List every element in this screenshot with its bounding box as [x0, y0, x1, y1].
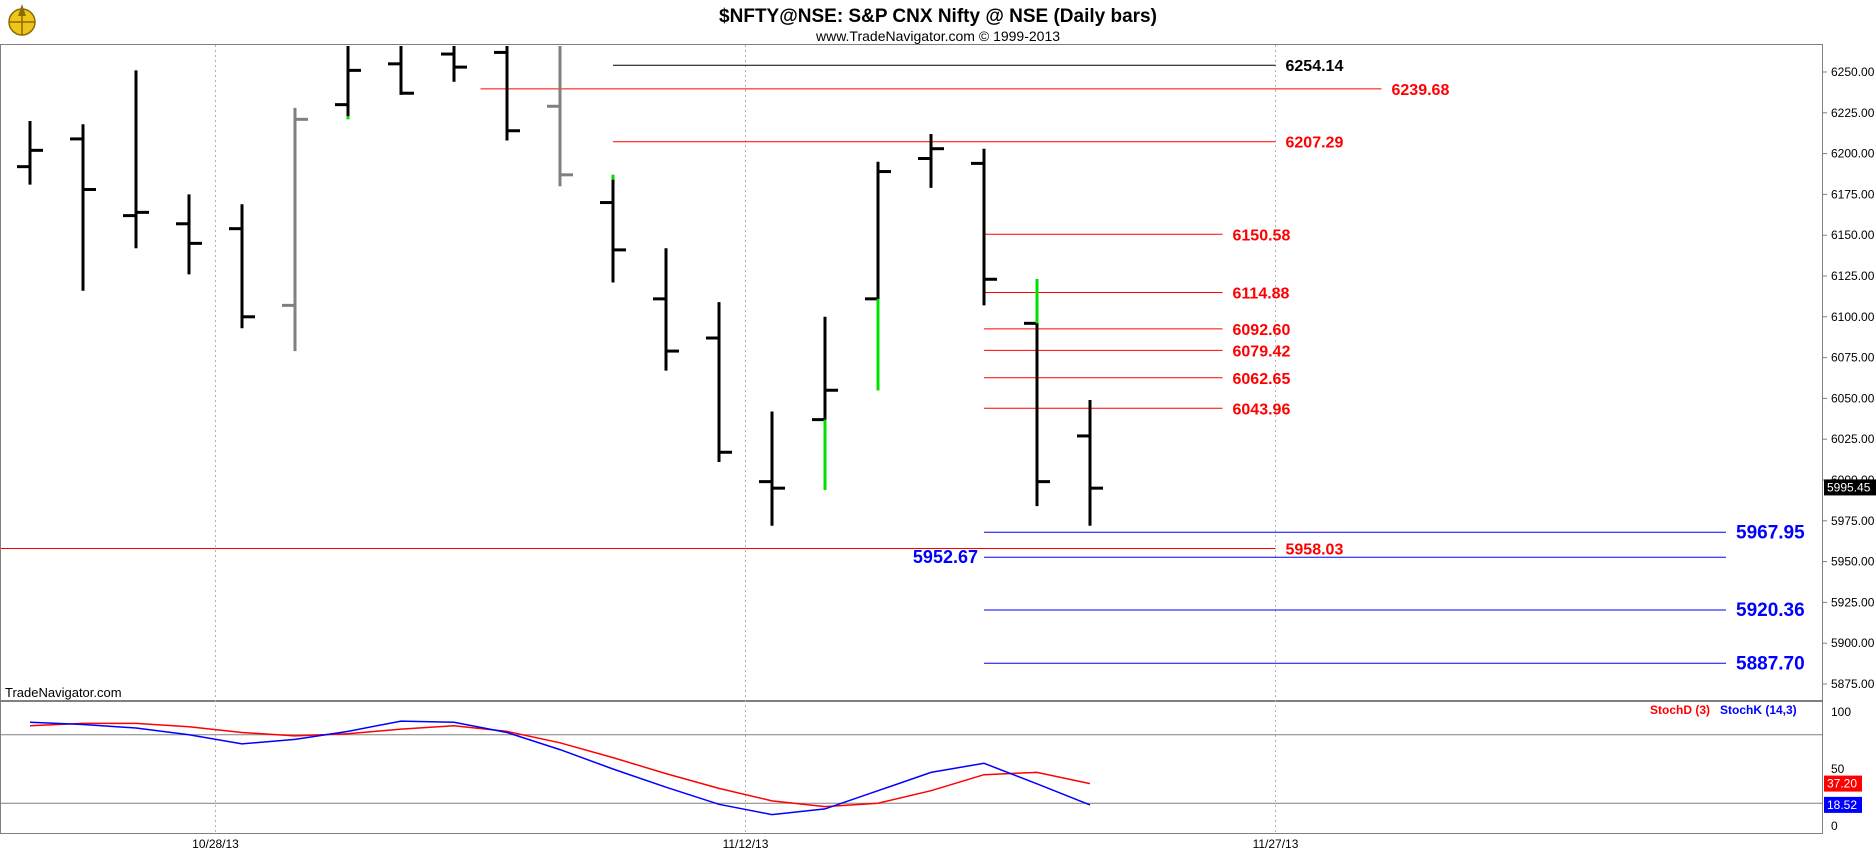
price-tick-label: 6075.00: [1831, 351, 1875, 365]
ohlc-bar: [123, 70, 149, 249]
ohlc-bar: [388, 46, 414, 95]
ohlc-bars: [17, 46, 1103, 526]
last-price-label: 5995.45: [1827, 480, 1871, 494]
price-tick-label: 5875.00: [1831, 677, 1875, 691]
ohlc-bar: [494, 46, 520, 141]
ohlc-bar: [1077, 400, 1103, 526]
price-level-label: 6092.60: [1233, 322, 1291, 339]
ohlc-bar: [918, 134, 944, 188]
last-price-box: [1824, 479, 1876, 496]
chart-subtitle: www.TradeNavigator.com © 1999-2013: [815, 28, 1060, 44]
price-tick-label: 6175.00: [1831, 187, 1875, 201]
price-level-label: 6254.14: [1286, 58, 1344, 75]
stoch-tick-label: 100: [1831, 705, 1851, 719]
stoch-series-line: [29, 722, 1091, 808]
ohlc-bar: [282, 107, 308, 352]
price-tick-label: 5925.00: [1831, 595, 1875, 609]
ohlc-bar: [653, 248, 679, 371]
price-level-label: 6079.42: [1233, 343, 1291, 360]
price-axis: 6250.00 6225.00 6200.00 6175.00 6150.00 6125.…: [1822, 65, 1876, 691]
price-tick-label: 6150.00: [1831, 228, 1875, 242]
date-tick-label: 10/28/13: [192, 837, 239, 851]
date-tick-label: 11/27/13: [1253, 837, 1299, 851]
ohlc-bar: [971, 148, 997, 306]
price-level-label: 5958.03: [1286, 541, 1344, 558]
chart-title: $NFTY@NSE: S&P CNX Nifty @ NSE (Daily ba…: [719, 6, 1157, 27]
price-panel-frame: [0, 44, 1823, 701]
ohlc-bar: [547, 46, 573, 187]
price-level-label: 6239.68: [1392, 82, 1450, 99]
ohlc-bar: [70, 124, 96, 291]
ohlc-bar: [600, 174, 626, 283]
watermark: TradeNavigator.com: [5, 685, 122, 700]
ohlc-bar: [17, 120, 43, 185]
stoch-last-value-box: [1824, 796, 1862, 813]
stochastic-panel: 100 50 0 37.20 18.52 StochD (3) StochK (14,3): [1, 703, 1862, 833]
stoch-tick-label: 0: [1831, 819, 1838, 833]
price-tick-label: 6200.00: [1831, 147, 1875, 161]
ohlc-bar: [176, 194, 202, 275]
compass-logo-icon: [8, 4, 36, 36]
price-level-label: 6207.29: [1286, 135, 1344, 152]
price-level-label: 6114.88: [1233, 286, 1290, 303]
stoch-tick-label: 50: [1831, 762, 1845, 776]
price-tick-label: 5975.00: [1831, 514, 1875, 528]
stoch-panel-frame: [0, 701, 1823, 834]
price-tick-label: 6025.00: [1831, 432, 1875, 446]
price-level-label: 6150.58: [1233, 227, 1291, 244]
ohlc-bar: [706, 302, 732, 463]
stoch-series-line: [29, 720, 1091, 816]
price-level-label: 5967.95: [1736, 522, 1805, 543]
price-tick-label: 6050.00: [1831, 391, 1875, 405]
price-level-label: 6043.96: [1233, 401, 1291, 418]
ohlc-bar: [441, 46, 467, 82]
price-tick-label: 6100.00: [1831, 310, 1875, 324]
price-level-label: 5952.67: [913, 547, 978, 567]
ohlc-bar: [759, 411, 785, 526]
stoch-last-value-label: 37.20: [1827, 777, 1857, 791]
stoch-last-value-label: 18.52: [1827, 798, 1857, 812]
ohlc-bar: [229, 204, 255, 329]
date-tick-label: 11/12/13: [723, 837, 769, 851]
stoch-legend-d: StochD (3): [1650, 703, 1710, 717]
price-tick-label: 5900.00: [1831, 636, 1875, 650]
price-tick-label: 6225.00: [1831, 106, 1875, 120]
date-axis: 10/28/13 11/12/13 11/27/13: [192, 837, 1299, 851]
price-levels: 6254.14 6239.68 6207.29 6150.58 6114.88 6092.…: [1, 58, 1805, 674]
price-level-label: 6062.65: [1233, 371, 1291, 388]
price-level-label: 5887.70: [1736, 653, 1805, 674]
ohlc-bar: [335, 46, 361, 118]
stoch-legend-k: StochK (14,3): [1720, 703, 1797, 717]
price-tick-label: 6125.00: [1831, 269, 1875, 283]
vertical-gridlines: [215, 45, 1276, 833]
price-tick-label: 6250.00: [1831, 65, 1875, 79]
price-level-label: 5920.36: [1736, 600, 1805, 621]
price-tick-label: 5950.00: [1831, 555, 1875, 569]
stoch-last-value-box: [1824, 775, 1862, 792]
